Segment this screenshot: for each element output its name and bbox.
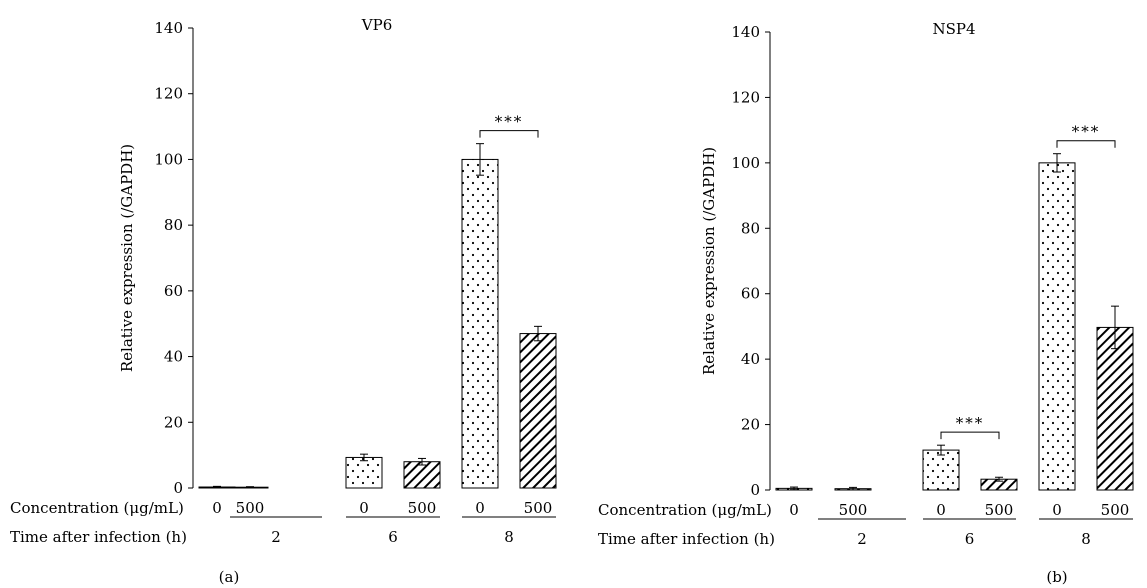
significance-label: *** [1072, 123, 1101, 141]
significance-bracket [940, 431, 1000, 440]
bar [1038, 162, 1076, 491]
time-label: 2 [271, 528, 281, 546]
y-tick-label: 140 [731, 23, 760, 41]
y-tick-label: 80 [741, 219, 760, 237]
significance-label: *** [495, 113, 524, 131]
concentration-label: 0 [212, 499, 222, 517]
concentration-label: 500 [408, 499, 437, 517]
chart-title: VP6 [361, 16, 392, 34]
concentration-label: 500 [236, 499, 265, 517]
time-label: 2 [857, 530, 867, 548]
concentration-label: 0 [789, 501, 799, 519]
chart-panel-nsp4: NSP4 Relative expression (/GAPDH) Concen… [598, 20, 1134, 586]
concentration-label: 0 [1052, 501, 1062, 519]
y-tick-label: 120 [154, 85, 183, 103]
concentration-label: 0 [936, 501, 946, 519]
y-tick-label: 20 [164, 413, 183, 431]
chart-title: NSP4 [932, 20, 975, 38]
y-tick-label: 40 [741, 350, 760, 368]
chart-panel-vp6: VP6 Relative expression (/GAPDH) Concent… [10, 16, 557, 586]
significance-bracket [479, 130, 539, 138]
bar [922, 449, 960, 491]
time-row-label: Time after infection (h) [598, 530, 775, 548]
y-tick-label: 100 [154, 150, 183, 168]
y-tick-label: 40 [164, 348, 183, 366]
bar [1096, 326, 1134, 491]
significance-label: *** [956, 414, 985, 432]
y-tick-label: 120 [731, 88, 760, 106]
bar [461, 158, 499, 489]
time-label: 8 [504, 528, 514, 546]
y-tick-label: 100 [731, 154, 760, 172]
time-label: 6 [388, 528, 398, 546]
y-axis-label: Relative expression (/GAPDH) [118, 144, 136, 372]
concentration-row-label: Concentration (μg/mL) [10, 499, 184, 517]
y-tick-label: 140 [154, 19, 183, 37]
y-tick-label: 0 [173, 479, 183, 497]
panel-label: (b) [1046, 568, 1067, 586]
y-tick-label: 0 [750, 481, 760, 499]
panel-label: (a) [219, 568, 240, 586]
concentration-label: 0 [359, 499, 369, 517]
time-label: 8 [1081, 530, 1091, 548]
concentration-row-label: Concentration (μg/mL) [598, 501, 772, 519]
concentration-label: 500 [985, 501, 1014, 519]
chart-marks: 0 20 40 60 80 100 120 140 0 500 0 500 0 500 2 6 8 *** *** [731, 23, 1134, 548]
time-row-label: Time after infection (h) [10, 528, 187, 546]
bar [345, 456, 383, 489]
concentration-label: 500 [839, 501, 868, 519]
time-label: 6 [965, 530, 975, 548]
y-tick-label: 60 [741, 285, 760, 303]
bar [519, 333, 557, 489]
significance-bracket [1056, 140, 1116, 148]
concentration-label: 0 [475, 499, 485, 517]
concentration-label: 500 [524, 499, 553, 517]
concentration-label: 500 [1101, 501, 1130, 519]
y-tick-label: 60 [164, 282, 183, 300]
y-tick-label: 80 [164, 216, 183, 234]
bar [403, 461, 441, 489]
y-axis-label: Relative expression (/GAPDH) [700, 147, 718, 375]
y-tick-label: 20 [741, 416, 760, 434]
chart-marks: 0 20 40 60 80 100 120 140 0 500 0 500 0 500 2 6 8 *** [154, 19, 557, 546]
